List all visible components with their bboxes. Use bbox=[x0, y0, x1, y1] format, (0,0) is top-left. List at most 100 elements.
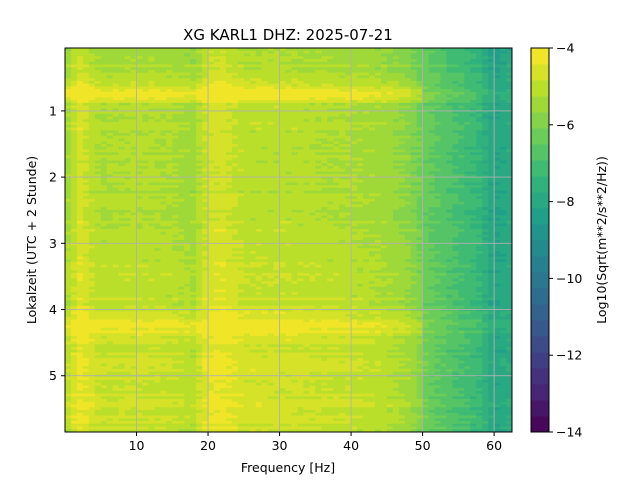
heatmap-cell bbox=[76, 141, 84, 145]
heatmap-cell bbox=[261, 182, 269, 186]
heatmap-cell bbox=[190, 124, 197, 129]
heatmap-cell bbox=[398, 138, 406, 142]
heatmap-cell bbox=[321, 102, 328, 107]
heatmap-cell bbox=[327, 67, 334, 71]
heatmap-cell bbox=[208, 135, 215, 140]
heatmap-cell bbox=[118, 168, 126, 172]
heatmap-cell bbox=[70, 154, 78, 159]
heatmap-cell bbox=[470, 83, 477, 87]
heatmap-cell bbox=[482, 64, 489, 68]
heatmap-cell bbox=[190, 157, 197, 161]
heatmap-cell bbox=[368, 138, 376, 142]
heatmap-cell bbox=[458, 89, 465, 93]
heatmap-cell bbox=[428, 111, 436, 115]
heatmap-cell bbox=[506, 149, 512, 153]
heatmap-cell bbox=[255, 72, 263, 76]
heatmap-cell bbox=[494, 124, 501, 129]
heatmap-cell bbox=[434, 138, 441, 142]
heatmap-cell bbox=[82, 149, 90, 153]
heatmap-cell bbox=[225, 157, 233, 161]
heatmap-cell bbox=[327, 89, 334, 93]
heatmap-cell bbox=[172, 133, 179, 137]
heatmap-cell bbox=[404, 108, 412, 112]
heatmap-cell bbox=[380, 149, 388, 153]
heatmap-cell bbox=[112, 152, 120, 156]
heatmap-cell bbox=[184, 102, 191, 107]
heatmap-cell bbox=[368, 67, 376, 71]
heatmap-cell bbox=[309, 80, 316, 85]
heatmap-cell bbox=[166, 48, 173, 52]
heatmap-cell bbox=[321, 89, 328, 93]
heatmap-cell bbox=[339, 133, 346, 137]
heatmap-cell bbox=[398, 149, 406, 153]
heatmap-cell bbox=[106, 80, 114, 85]
heatmap-cell bbox=[124, 80, 132, 85]
heatmap-cell bbox=[124, 67, 132, 71]
heatmap-cell bbox=[196, 69, 203, 74]
heatmap-cell bbox=[237, 64, 245, 68]
heatmap-cell bbox=[422, 111, 430, 115]
heatmap-cell bbox=[488, 111, 495, 115]
heatmap-cell bbox=[410, 179, 418, 183]
heatmap-cell bbox=[327, 124, 334, 129]
heatmap-cell bbox=[243, 48, 251, 52]
heatmap-cell bbox=[255, 160, 263, 164]
heatmap-cell bbox=[202, 50, 209, 54]
heatmap-cell bbox=[65, 119, 72, 123]
heatmap-cell bbox=[333, 124, 340, 129]
heatmap-cell bbox=[440, 113, 447, 118]
heatmap-cell bbox=[380, 78, 388, 82]
heatmap-cell bbox=[458, 130, 465, 134]
heatmap-cell bbox=[416, 179, 424, 183]
heatmap-cell bbox=[303, 165, 310, 170]
heatmap-cell bbox=[386, 179, 394, 183]
heatmap-cell bbox=[88, 179, 96, 183]
heatmap-cell bbox=[267, 174, 275, 178]
heatmap-cell bbox=[464, 50, 471, 54]
heatmap-cell bbox=[416, 168, 424, 172]
heatmap-cell bbox=[339, 58, 346, 63]
heatmap-cell bbox=[249, 89, 257, 93]
heatmap-cell bbox=[404, 102, 412, 107]
heatmap-cell bbox=[172, 138, 179, 142]
heatmap-cell bbox=[464, 69, 471, 74]
heatmap-cell bbox=[482, 61, 489, 65]
heatmap-cell bbox=[82, 122, 90, 126]
heatmap-cell bbox=[82, 179, 90, 183]
heatmap-cell bbox=[82, 174, 90, 178]
heatmap-cell bbox=[506, 61, 512, 65]
heatmap-cell bbox=[404, 86, 412, 90]
heatmap-cell bbox=[291, 78, 298, 82]
heatmap-cell bbox=[452, 94, 459, 98]
heatmap-cell bbox=[172, 119, 179, 123]
heatmap-cell bbox=[112, 78, 120, 82]
heatmap-cell bbox=[476, 50, 483, 54]
heatmap-cell bbox=[368, 154, 376, 159]
heatmap-cell bbox=[291, 94, 298, 98]
heatmap-cell bbox=[488, 56, 495, 60]
heatmap-cell bbox=[321, 78, 328, 82]
heatmap-cell bbox=[142, 163, 149, 167]
heatmap-cell bbox=[214, 119, 221, 123]
heatmap-cell bbox=[208, 154, 215, 159]
heatmap-cell bbox=[178, 100, 185, 104]
heatmap-cell bbox=[392, 171, 400, 175]
heatmap-cell bbox=[267, 58, 275, 63]
heatmap-cell bbox=[363, 100, 370, 104]
heatmap-cell bbox=[500, 165, 507, 170]
heatmap-cell bbox=[345, 58, 352, 63]
heatmap-cell bbox=[118, 48, 126, 52]
heatmap-cell bbox=[148, 163, 155, 167]
heatmap-cell bbox=[464, 165, 471, 170]
heatmap-cell bbox=[452, 102, 459, 107]
heatmap-cell bbox=[440, 78, 447, 82]
heatmap-cell bbox=[106, 83, 114, 87]
heatmap-cell bbox=[398, 78, 406, 82]
heatmap-cell bbox=[231, 97, 239, 101]
heatmap-cell bbox=[345, 146, 352, 150]
heatmap-cell bbox=[273, 130, 281, 134]
heatmap-cell bbox=[202, 168, 209, 172]
heatmap-cell bbox=[219, 86, 227, 90]
heatmap-cell bbox=[214, 144, 221, 148]
heatmap-cell bbox=[148, 149, 155, 153]
